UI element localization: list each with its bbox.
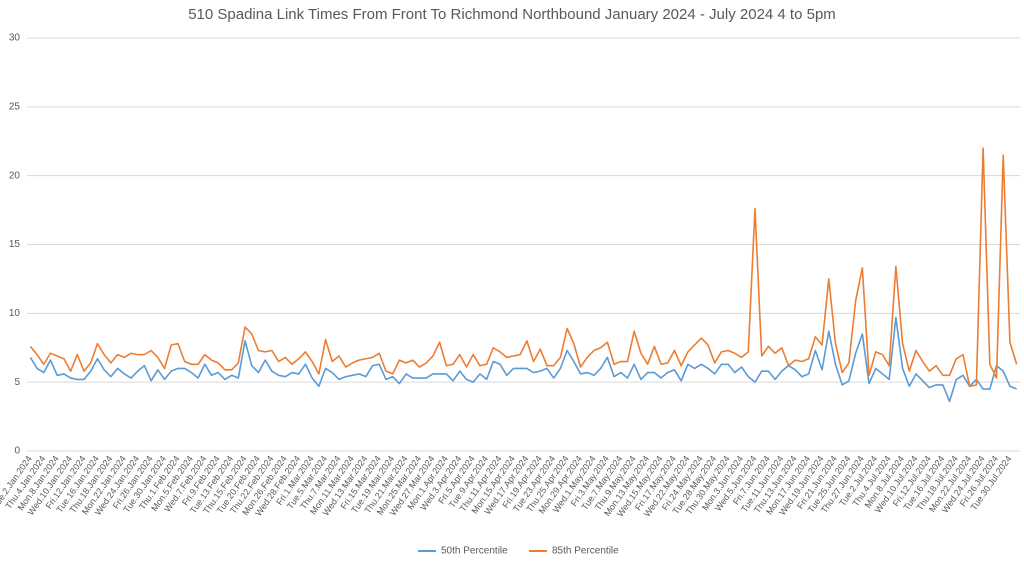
y-tick-label: 0: [14, 446, 20, 457]
y-tick-label: 5: [14, 377, 20, 388]
legend-label: 85th Percentile: [552, 546, 619, 557]
y-tick-label: 25: [9, 101, 21, 112]
y-tick-label: 15: [9, 239, 21, 250]
y-tick-label: 20: [9, 170, 21, 181]
series-line: [29, 147, 1018, 388]
legend-label: 50th Percentile: [441, 546, 508, 557]
y-tick-label: 10: [9, 308, 21, 319]
chart-title: 510 Spadina Link Times From Front To Ric…: [188, 6, 836, 23]
series-line: [29, 316, 1017, 403]
y-tick-label: 30: [9, 33, 21, 44]
